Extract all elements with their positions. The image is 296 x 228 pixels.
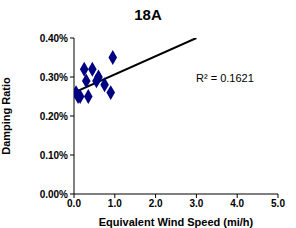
svg-text:1.0: 1.0 bbox=[108, 198, 122, 209]
svg-text:0.00%: 0.00% bbox=[40, 189, 68, 200]
svg-text:0.10%: 0.10% bbox=[40, 150, 68, 161]
svg-text:5.0: 5.0 bbox=[271, 198, 285, 209]
svg-text:3.0: 3.0 bbox=[189, 198, 203, 209]
html-text:18A: 18A bbox=[134, 6, 162, 23]
html-text:R² = 0.1621: R² = 0.1621 bbox=[196, 72, 254, 84]
svg-text:4.0: 4.0 bbox=[230, 198, 244, 209]
svg-text:0.30%: 0.30% bbox=[40, 72, 68, 83]
svg-text:Equivalent Wind Speed (mi/h): Equivalent Wind Speed (mi/h) bbox=[99, 216, 254, 228]
svg-text:0.0: 0.0 bbox=[67, 198, 81, 209]
svg-text:0.20%: 0.20% bbox=[40, 111, 68, 122]
svg-text:2.0: 2.0 bbox=[149, 198, 163, 209]
svg-text:Damping Ratio: Damping Ratio bbox=[8, 77, 12, 155]
svg-text:0.40%: 0.40% bbox=[40, 33, 68, 44]
